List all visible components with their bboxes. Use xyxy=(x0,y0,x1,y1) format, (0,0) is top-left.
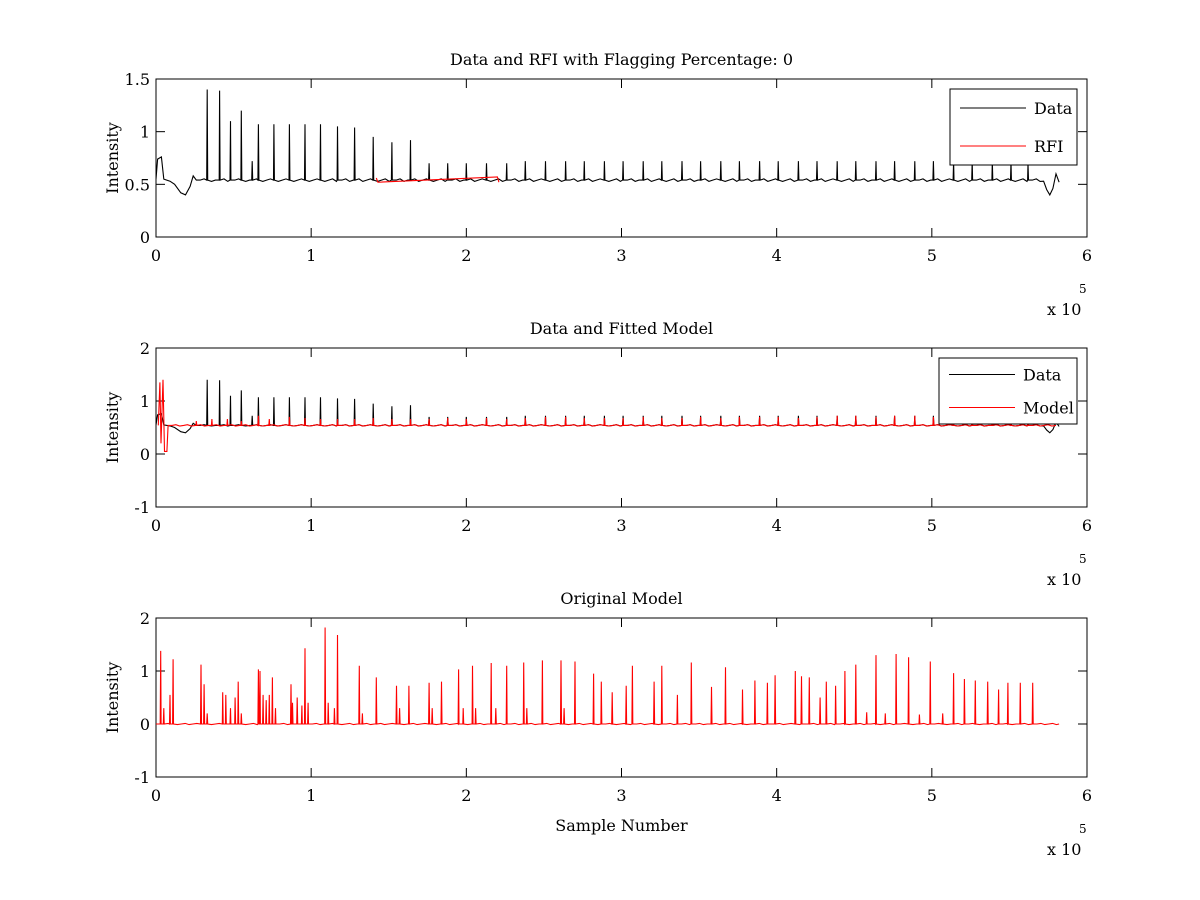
x-tick-label: 3 xyxy=(616,246,626,265)
plot-area xyxy=(156,627,1060,726)
legend-label: RFI xyxy=(1034,137,1063,156)
y-tick-label: 1 xyxy=(140,662,150,681)
y-tick-label: 0 xyxy=(140,445,150,464)
subplot-1: 0 1 2 3 4 5 6 0 0.5 1 1.5 Data and RFI with Flaggin… xyxy=(103,50,1092,319)
axes-box xyxy=(155,78,1088,238)
legend: Data RFI xyxy=(949,88,1078,166)
x-tick-label: 4 xyxy=(772,786,782,805)
x-tick-label: 1 xyxy=(306,246,316,265)
data-series-line xyxy=(156,89,1060,197)
x-tick-label: 4 xyxy=(772,246,782,265)
y-tick-label: 1.5 xyxy=(125,70,150,89)
y-tick-label: 2 xyxy=(140,339,150,358)
y-axis-label: Intensity xyxy=(103,662,122,734)
x-tick-label: 4 xyxy=(772,516,782,535)
y-tick-label: 0 xyxy=(140,715,150,734)
x-tick-label: 0 xyxy=(151,246,161,265)
chart-title: Original Model xyxy=(560,589,682,608)
x-tick-label: 5 xyxy=(927,516,937,535)
y-tick-label: -1 xyxy=(134,498,150,517)
x-tick-label: 6 xyxy=(1082,516,1092,535)
y-axis-label: Intensity xyxy=(103,392,122,464)
axes-box xyxy=(155,347,1088,508)
legend-label: Data xyxy=(1034,99,1073,118)
x-multiplier-label: x 10 xyxy=(1047,840,1081,859)
y-tick-label: 0.5 xyxy=(125,175,150,194)
legend-label: Data xyxy=(1023,366,1062,385)
legend-box xyxy=(949,88,1078,166)
chart-title: Data and RFI with Flagging Percentage: 0 xyxy=(450,50,793,69)
y-tick-label: 1 xyxy=(140,123,150,142)
plot-area xyxy=(156,89,1060,197)
x-tick-label: 1 xyxy=(306,786,316,805)
x-tick-label: 5 xyxy=(927,786,937,805)
x-tick-label: 0 xyxy=(151,516,161,535)
x-multiplier-label: x 10 xyxy=(1047,570,1081,589)
x-tick-label: 5 xyxy=(927,246,937,265)
y-tick-label: 0 xyxy=(140,228,150,247)
x-tick-label: 0 xyxy=(151,786,161,805)
legend: Data Model xyxy=(938,357,1078,425)
x-tick-label: 2 xyxy=(461,516,471,535)
x-tick-label: 3 xyxy=(616,516,626,535)
model-series-line xyxy=(156,627,1060,726)
chart-title: Data and Fitted Model xyxy=(530,319,713,338)
legend-label: Model xyxy=(1023,399,1074,418)
x-multiplier-label: x 10 xyxy=(1047,300,1081,319)
y-axis-label: Intensity xyxy=(103,122,122,194)
x-multiplier-exponent: 5 xyxy=(1079,282,1087,296)
x-tick-label: 1 xyxy=(306,516,316,535)
x-multiplier-exponent: 5 xyxy=(1079,822,1087,836)
x-axis-label: Sample Number xyxy=(555,816,688,835)
x-tick-label: 3 xyxy=(616,786,626,805)
legend-box xyxy=(938,357,1078,425)
model-series-line xyxy=(157,379,1056,452)
x-multiplier-exponent: 5 xyxy=(1079,552,1087,566)
x-tick-label: 2 xyxy=(461,246,471,265)
x-tick-label: 6 xyxy=(1082,246,1092,265)
y-tick-label: -1 xyxy=(134,768,150,787)
y-tick-label: 2 xyxy=(140,609,150,628)
plot-area xyxy=(156,379,1060,452)
x-tick-label: 6 xyxy=(1082,786,1092,805)
rfi-series-line xyxy=(375,176,500,183)
y-tick-label: 1 xyxy=(140,392,150,411)
axes-box xyxy=(155,617,1088,778)
x-tick-label: 2 xyxy=(461,786,471,805)
